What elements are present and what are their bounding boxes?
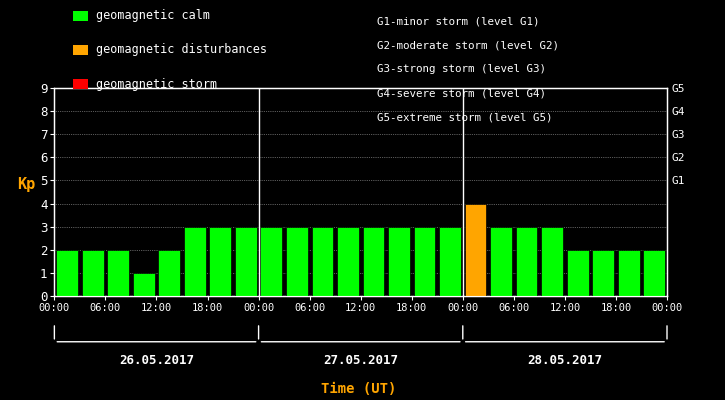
Bar [643,250,665,296]
Bar [567,250,589,296]
Bar [618,250,639,296]
Bar [439,227,461,296]
Text: geomagnetic storm: geomagnetic storm [96,78,218,90]
Bar [210,227,231,296]
Text: 27.05.2017: 27.05.2017 [323,354,398,367]
Y-axis label: Kp: Kp [17,177,36,192]
Bar [57,250,78,296]
Bar [515,227,537,296]
Bar [490,227,512,296]
Bar [592,250,614,296]
Text: G3-strong storm (level G3): G3-strong storm (level G3) [377,64,546,74]
Bar [107,250,129,296]
Bar [414,227,435,296]
Bar [133,273,154,296]
Bar [184,227,206,296]
Bar [286,227,307,296]
Text: G1-minor storm (level G1): G1-minor storm (level G1) [377,16,539,26]
Text: geomagnetic calm: geomagnetic calm [96,10,210,22]
Bar [82,250,104,296]
Bar [158,250,180,296]
Text: G4-severe storm (level G4): G4-severe storm (level G4) [377,88,546,98]
Bar [542,227,563,296]
Bar [465,204,486,296]
Bar [260,227,282,296]
Text: 26.05.2017: 26.05.2017 [119,354,194,367]
Text: G2-moderate storm (level G2): G2-moderate storm (level G2) [377,40,559,50]
Text: 28.05.2017: 28.05.2017 [527,354,602,367]
Bar [362,227,384,296]
Bar [388,227,410,296]
Bar [235,227,257,296]
Text: geomagnetic disturbances: geomagnetic disturbances [96,44,268,56]
Bar [312,227,334,296]
Text: Time (UT): Time (UT) [321,382,397,396]
Bar [337,227,359,296]
Text: G5-extreme storm (level G5): G5-extreme storm (level G5) [377,112,552,122]
